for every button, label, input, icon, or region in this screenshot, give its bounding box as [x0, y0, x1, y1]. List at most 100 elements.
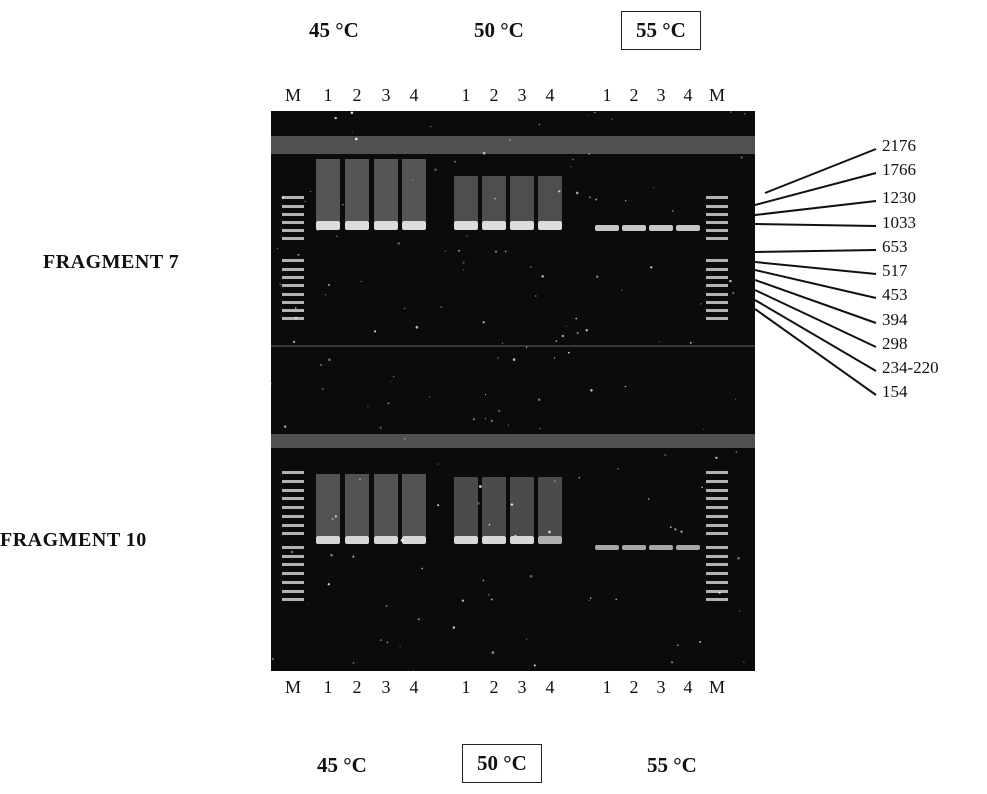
- gel-speckle: [738, 610, 741, 613]
- gel-speckle: [297, 253, 300, 256]
- gel-speckle: [335, 235, 338, 238]
- gel-speckle: [417, 618, 420, 621]
- marker-band: [282, 489, 304, 492]
- gel-speckle: [611, 118, 613, 120]
- gel-speckle: [737, 556, 740, 560]
- gel-speckle: [404, 438, 406, 440]
- marker-band: [706, 196, 728, 199]
- lane-smear: [374, 159, 398, 221]
- top-temp-55-boxed: 55 °C: [621, 11, 701, 50]
- gel-speckle: [558, 190, 561, 193]
- marker-band: [706, 268, 728, 271]
- gel-speckle: [352, 131, 354, 133]
- marker-band: [706, 213, 728, 216]
- marker-band: [282, 213, 304, 216]
- marker-size-label: 2176: [882, 136, 916, 155]
- gel-speckle: [576, 331, 579, 335]
- marker-band: [706, 301, 728, 304]
- lane-smear: [510, 176, 534, 221]
- gel-speckle: [529, 266, 532, 269]
- gel-speckle: [595, 198, 598, 201]
- gel-speckle: [400, 539, 404, 542]
- marker-band: [706, 572, 728, 575]
- gel-speckle: [625, 200, 627, 202]
- gel-speckle: [553, 480, 556, 483]
- gel-speckle: [715, 456, 718, 460]
- gel-speckle: [385, 605, 388, 608]
- marker-band: [282, 268, 304, 271]
- gel-speckle: [735, 451, 738, 453]
- gel-speckle: [526, 638, 528, 640]
- gel-speckle: [572, 158, 574, 161]
- marker-band: [706, 563, 728, 566]
- gel-speckle: [415, 325, 419, 329]
- gel-speckle: [421, 567, 424, 570]
- gel-speckle: [276, 247, 279, 250]
- pcr-band: [676, 225, 700, 231]
- pcr-band: [402, 536, 426, 544]
- gel-speckle: [507, 424, 509, 426]
- gel-speckle: [290, 550, 294, 554]
- gel-speckle: [316, 228, 320, 232]
- gel-speckle: [650, 266, 653, 269]
- gel-speckle: [328, 358, 331, 362]
- gel-speckle: [437, 504, 440, 507]
- marker-leader-line: [754, 289, 877, 348]
- pcr-band: [622, 545, 646, 550]
- gel-speckle: [330, 553, 333, 557]
- gel-speckle: [354, 137, 358, 141]
- gel-speckle: [380, 639, 382, 641]
- marker-band: [282, 572, 304, 575]
- marker-band: [706, 259, 728, 262]
- lane-smear: [316, 474, 340, 536]
- gel-speckle: [477, 502, 480, 505]
- marker-band: [706, 309, 728, 312]
- lane-smear: [345, 159, 369, 221]
- marker-band: [706, 205, 728, 208]
- gel-speckle: [664, 454, 667, 456]
- marker-leader-line: [764, 148, 877, 194]
- pcr-band: [345, 221, 369, 230]
- gel-speckle: [570, 166, 572, 168]
- marker-band: [706, 276, 728, 279]
- pcr-band: [538, 221, 562, 230]
- gel-speckle: [334, 515, 337, 518]
- gel-speckle: [304, 200, 306, 202]
- gel-speckle: [512, 358, 516, 361]
- gel-speckle: [360, 280, 362, 282]
- gel-speckle: [352, 555, 355, 558]
- marker-band: [282, 205, 304, 208]
- lane-label-bottom: 2: [353, 677, 362, 697]
- well-row-top: [271, 136, 755, 154]
- marker-leader-line: [754, 308, 877, 396]
- marker-band: [282, 221, 304, 224]
- pcr-band: [374, 221, 398, 230]
- gel-speckle: [594, 111, 596, 114]
- marker-band: [282, 555, 304, 558]
- marker-band: [706, 229, 728, 232]
- gel-speckle: [387, 402, 390, 405]
- gel-speckle: [669, 526, 672, 529]
- lane-label-top: 2: [630, 85, 639, 105]
- lane-label-top: 3: [382, 85, 391, 105]
- gel-speckle: [324, 294, 327, 296]
- lane-label-top: M: [709, 85, 725, 105]
- fragment-10-label: FRAGMENT 10: [0, 529, 147, 551]
- lane-label-bottom: M: [709, 677, 725, 697]
- gel-speckle: [529, 574, 533, 578]
- marker-leader-line: [754, 223, 877, 227]
- marker-band: [282, 196, 304, 199]
- gel-speckle: [484, 394, 487, 396]
- pcr-band: [482, 536, 506, 544]
- gel-speckle: [482, 579, 485, 582]
- gel-speckle: [699, 641, 702, 643]
- gel-speckle: [292, 340, 296, 344]
- gel-speckle: [484, 418, 487, 420]
- gel-speckle: [452, 626, 455, 629]
- gel-speckle: [434, 168, 437, 171]
- gel-speckle: [342, 203, 344, 206]
- gel-speckle: [539, 427, 541, 430]
- lane-smear: [538, 477, 562, 536]
- pcr-band: [316, 536, 340, 544]
